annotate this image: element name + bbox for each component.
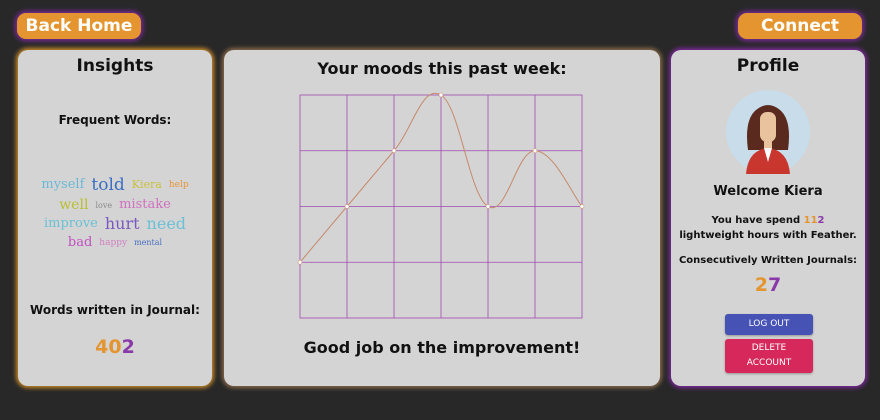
word-cloud-word: need xyxy=(146,214,187,234)
words-written-label: Words written in Journal: xyxy=(30,303,200,317)
mood-point xyxy=(532,148,538,154)
word-cloud-word: happy xyxy=(99,237,128,248)
insights-panel: Insights Frequent Words: myself told Kiera… xyxy=(18,50,212,386)
journals-label: Consecutively Written Journals: xyxy=(678,255,858,266)
avatar xyxy=(726,90,810,174)
mood-chart xyxy=(297,92,585,319)
connect-button[interactable]: Connect xyxy=(738,13,862,39)
word-cloud-word: mistake xyxy=(119,196,171,212)
mood-point xyxy=(344,204,350,209)
mood-point xyxy=(579,204,585,209)
words-count: 402 xyxy=(95,336,135,358)
word-cloud-word: mental xyxy=(134,238,163,248)
mood-point xyxy=(485,204,491,209)
word-cloud-word: told xyxy=(91,174,125,195)
word-cloud-word: well xyxy=(59,197,89,214)
word-cloud-word: love xyxy=(95,200,113,210)
profile-title: Profile xyxy=(736,56,800,76)
profile-panel: Profile Welcome Kiera You have spend 112… xyxy=(671,50,865,386)
mood-panel: Your moods this past week: Good job on t… xyxy=(224,50,660,386)
delete-account-button[interactable]: DELETE ACCOUNT xyxy=(725,339,813,373)
welcome-text: Welcome Kiera xyxy=(713,184,823,199)
word-cloud-word: Kiera xyxy=(131,177,162,191)
logout-button[interactable]: LOG OUT xyxy=(725,314,813,335)
mood-point xyxy=(391,148,397,154)
word-cloud-word: hurt xyxy=(104,214,140,234)
word-cloud-word: myself xyxy=(41,176,85,192)
mood-message: Good job on the improvement! xyxy=(303,338,581,357)
back-home-button[interactable]: Back Home xyxy=(17,13,141,39)
word-cloud-word: help xyxy=(168,180,189,191)
word-cloud: myself told Kiera help well love mistake improv… xyxy=(30,138,200,288)
mood-point xyxy=(297,259,303,265)
journals-count: 27 xyxy=(754,274,782,296)
mood-point xyxy=(438,92,444,98)
word-cloud-word: bad xyxy=(67,234,93,250)
word-cloud-word: improve xyxy=(43,215,98,231)
hours-text: You have spend 112 lightweight hours wit… xyxy=(679,215,857,241)
insights-title: Insights xyxy=(76,56,154,76)
mood-title: Your moods this past week: xyxy=(317,59,567,78)
frequent-words-label: Frequent Words: xyxy=(58,113,172,127)
